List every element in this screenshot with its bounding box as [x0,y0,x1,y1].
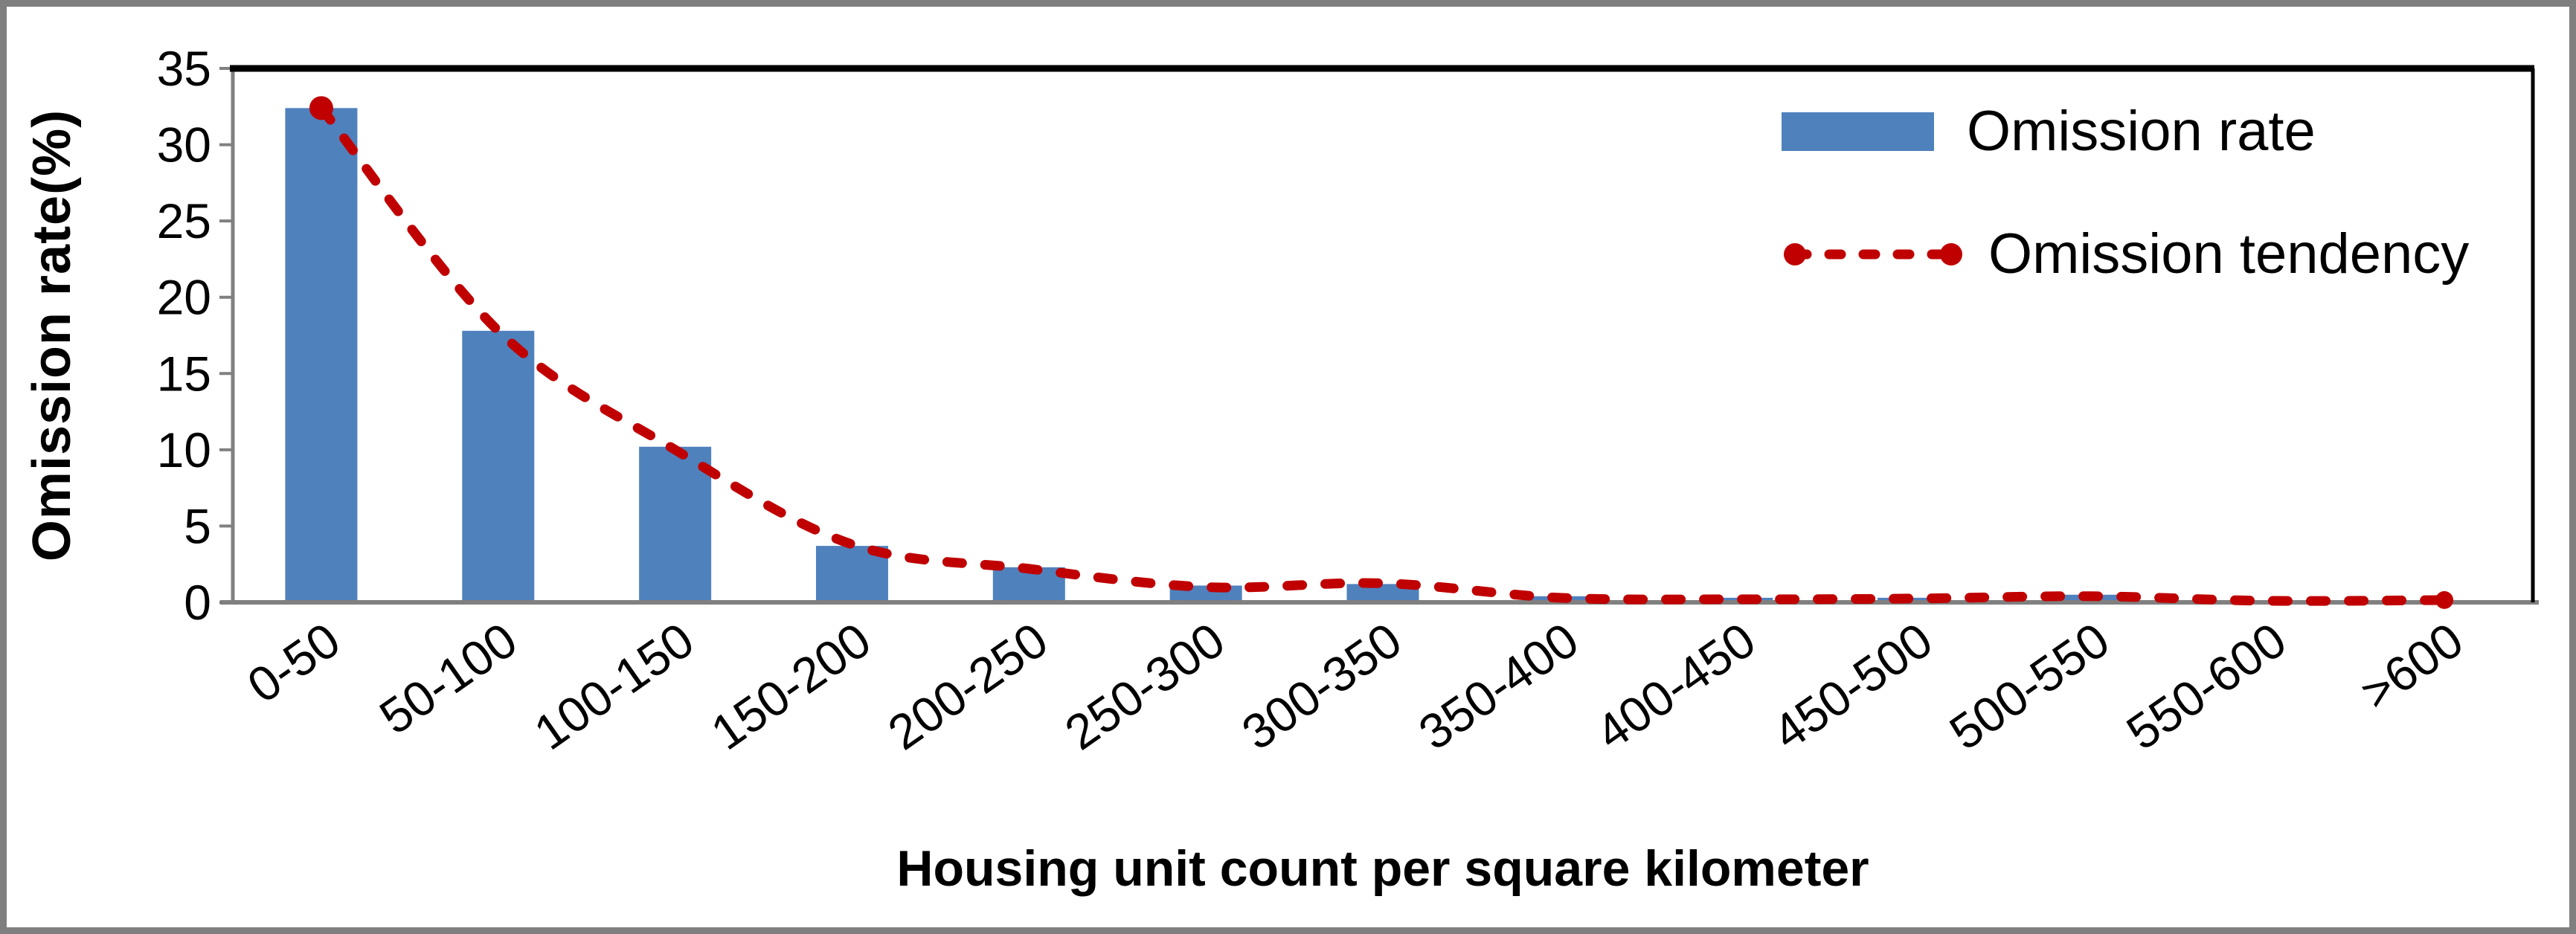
y-tick-label: 25 [157,193,211,248]
y-tick-label: 20 [157,270,211,325]
legend-item-omission-rate: Omission rate [1782,99,2469,164]
x-tick-label: 400-450 [1586,612,1765,761]
bar [639,446,712,602]
y-axis-title: Omission rate(%) [22,109,82,562]
legend: Omission rate Omission tendency [1782,99,2469,344]
tendency-first-marker [309,96,333,120]
y-tick-labels: 0 5 10 15 20 25 30 35 [157,41,211,630]
bar-swatch-icon [1782,112,1934,151]
bar [1700,597,1773,602]
bar [462,330,535,602]
y-tick-label: 0 [184,575,211,630]
y-tick-label: 15 [157,346,211,401]
x-tick-label: 550-600 [2116,612,2296,761]
x-tick-labels: 0-50 50-100100-150150-200200-250250-30030… [237,612,2473,761]
y-tick-label: 35 [157,41,211,96]
dashed-line-swatch-icon [1784,242,1962,265]
y-tick-label: 10 [157,422,211,477]
x-tick-label: 50-100 [370,612,527,744]
x-tick-label: 250-300 [1055,612,1234,761]
legend-label-omission-tendency: Omission tendency [1988,222,2470,286]
y-tick-label: 5 [184,498,211,553]
x-axis-title: Housing unit count per square kilometer [896,840,1869,897]
x-tick-label: 350-400 [1409,612,1588,761]
tendency-curve [316,103,2450,606]
bar [285,108,358,602]
tendency-last-marker [2435,590,2454,609]
x-tick-label: 0-50 [237,612,350,713]
legend-dot-right [1940,242,1962,265]
legend-item-omission-tendency: Omission tendency [1782,222,2469,286]
x-tick-label: 200-250 [878,612,1057,761]
x-tick-label: >600 [2351,612,2473,721]
x-tick-label: 300-350 [1232,612,1411,761]
bar [1878,597,1950,602]
legend-label-omission-rate: Omission rate [1967,100,2316,163]
x-tick-label: 450-500 [1763,612,1942,761]
legend-dot-left [1784,242,1806,265]
x-tick-label: 150-200 [701,612,881,761]
y-tick-label: 30 [157,117,211,173]
axes [219,65,2539,605]
tendency-line-series [309,96,2454,609]
x-tick-label: 100-150 [524,612,704,761]
x-tick-label: 500-550 [1940,612,2119,761]
